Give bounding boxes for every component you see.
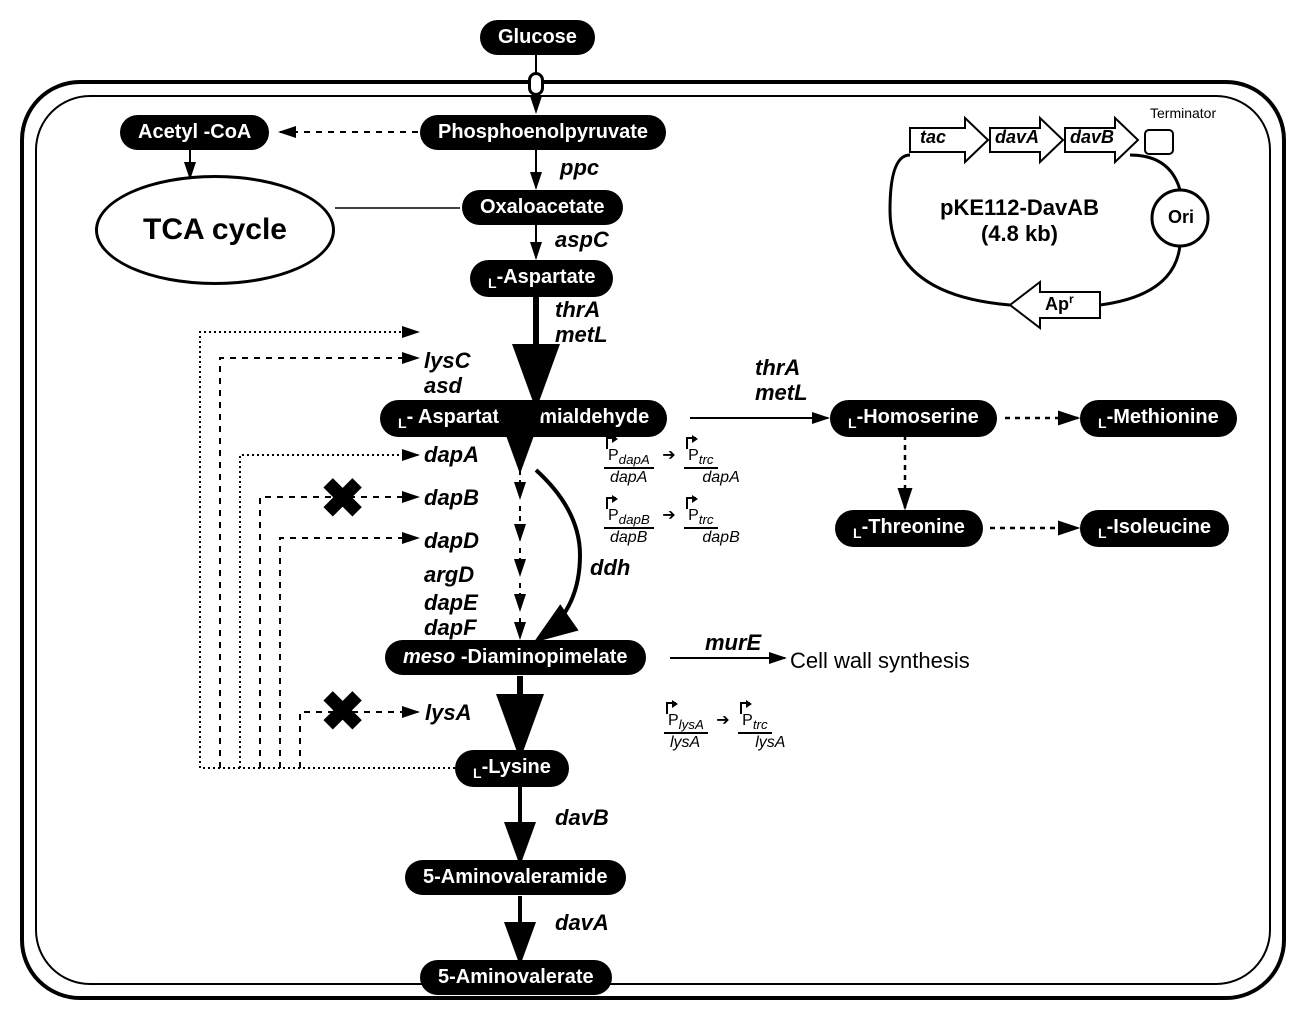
lys-text: -Lysine — [482, 756, 551, 778]
asa-text: - Aspartate-semialdehyde — [407, 406, 650, 428]
apr-sup: r — [1069, 292, 1074, 306]
tca-cycle-ellipse: TCA cycle — [95, 175, 335, 285]
gene-dapD: dapD — [424, 528, 479, 554]
plasmid-davA: davA — [995, 127, 1039, 148]
plasmid-apr: Apr — [1045, 292, 1074, 315]
gene-metL2: metL — [755, 380, 808, 406]
cellwall-label: Cell wall synthesis — [790, 648, 970, 674]
promoter-swap-lysA: PlysA ➔ Ptrc lysAlysA — [660, 710, 785, 752]
acetylcoa-text-a: Acetyl — [138, 121, 198, 143]
ile-prefix: L — [1098, 525, 1107, 541]
plasmid-tac: tac — [920, 127, 946, 148]
cross-dapB-feedback: ✖ — [320, 472, 365, 526]
node-ile: L-Isoleucine — [1080, 510, 1229, 547]
node-acetylcoa: Acetyl -CoA — [120, 115, 269, 150]
plasmid-name: pKE112-DavAB (4.8 kb) — [940, 195, 1099, 247]
gene-davB: davB — [555, 805, 609, 831]
asp-prefix: L — [488, 275, 497, 291]
plasmid-ori: Ori — [1168, 207, 1194, 228]
node-oaa: Oxaloacetate — [462, 190, 623, 225]
apr-text: Ap — [1045, 294, 1069, 314]
gene-lysA: lysA — [425, 700, 471, 726]
node-thr: L-Threonine — [835, 510, 983, 547]
plasmid-name-text: pKE112-DavAB — [940, 195, 1099, 220]
hom-prefix: L — [848, 415, 857, 431]
node-dap: meso -Diaminopimelate — [385, 640, 646, 675]
gene-argD: argD — [424, 562, 474, 588]
thr-text: -Threonine — [862, 516, 965, 538]
gene-ppc: ppc — [560, 155, 599, 181]
acetylcoa-text-b: -CoA — [204, 121, 252, 143]
node-glucose: Glucose — [480, 20, 595, 55]
gene-murE: murE — [705, 630, 761, 656]
gene-asd: asd — [424, 373, 462, 399]
promoter-swap-dapB: PdapB ➔ Ptrc dapBdapB — [600, 505, 740, 547]
gene-ddh: ddh — [590, 555, 630, 581]
asa-prefix: L — [398, 415, 407, 431]
lys-prefix: L — [473, 765, 482, 781]
gene-lysC: lysC — [424, 348, 470, 374]
gene-thrA: thrA — [555, 297, 600, 323]
gene-davA: davA — [555, 910, 609, 936]
hom-text: -Homoserine — [857, 406, 979, 428]
dap-prefix: meso — [403, 646, 455, 668]
thr-prefix: L — [853, 525, 862, 541]
gene-dapF: dapF — [424, 615, 477, 641]
node-pep: Phosphoenolpyruvate — [420, 115, 666, 150]
plasmid-size-text: (4.8 kb) — [981, 221, 1058, 246]
node-ava: 5-Aminovalerate — [420, 960, 612, 995]
gene-dapE: dapE — [424, 590, 478, 616]
ile-text: -Isoleucine — [1107, 516, 1211, 538]
gene-dapB: dapB — [424, 485, 479, 511]
met-text: -Methionine — [1107, 406, 1219, 428]
node-asp: L-Aspartate — [470, 260, 613, 297]
plasmid-region: tac davA davB Terminator pKE112-DavAB (4… — [870, 100, 1250, 340]
membrane-channel — [528, 72, 544, 96]
node-avamide: 5-Aminovaleramide — [405, 860, 626, 895]
node-asa: L- Aspartate-semialdehyde — [380, 400, 667, 437]
tca-label: TCA cycle — [143, 213, 287, 247]
plasmid-davB: davB — [1070, 127, 1114, 148]
met-prefix: L — [1098, 415, 1107, 431]
gene-aspC: aspC — [555, 227, 609, 253]
plasmid-terminator: Terminator — [1150, 105, 1216, 121]
node-lys: L-Lysine — [455, 750, 569, 787]
gene-metL: metL — [555, 322, 608, 348]
cross-lysA-feedback: ✖ — [320, 685, 365, 739]
node-hom: L-Homoserine — [830, 400, 997, 437]
dap-text: -Diaminopimelate — [461, 646, 628, 668]
gene-dapA: dapA — [424, 442, 479, 468]
gene-thrA2: thrA — [755, 355, 800, 381]
node-met: L-Methionine — [1080, 400, 1237, 437]
asp-text: -Aspartate — [497, 266, 596, 288]
promoter-swap-dapA: PdapA ➔ Ptrc dapAdapA — [600, 445, 740, 487]
